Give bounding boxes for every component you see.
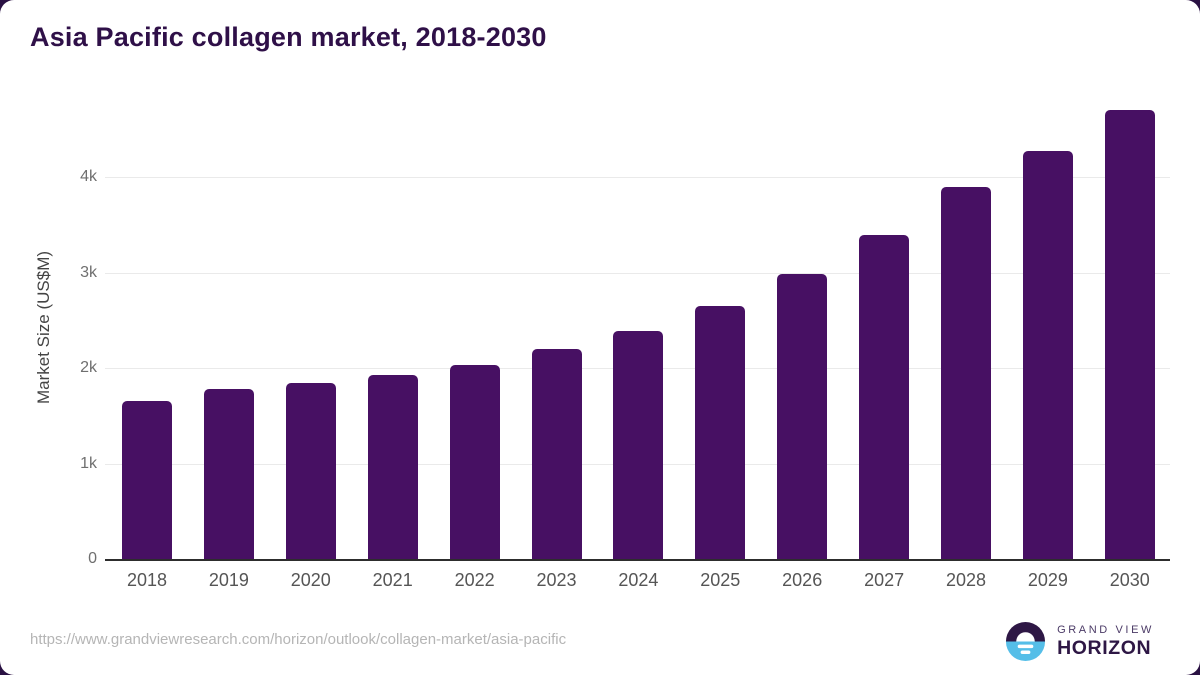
logo-text: GRAND VIEW HORIZON [1057,623,1154,659]
bar-2025[interactable] [695,306,746,559]
x-tick-label-2021: 2021 [372,570,413,590]
x-tick-label-2030: 2030 [1109,570,1150,590]
y-tick-label-0: 0 [88,550,97,567]
y-tick-label-4k: 4k [80,168,97,186]
bar-2029[interactable] [1022,151,1073,559]
x-tick-label-2019: 2019 [208,570,249,590]
x-tick-label-2025: 2025 [700,570,741,590]
gridline-4k [105,177,1170,179]
grand-view-horizon-logo[interactable]: GRAND VIEW HORIZON [1004,620,1154,663]
logo-horizon-label: HORIZON [1057,636,1152,659]
bar-2018[interactable] [122,400,172,559]
bar-2030[interactable] [1104,110,1155,559]
x-tick-label-2022: 2022 [454,570,495,590]
logo-grand-view-label: GRAND VIEW [1057,623,1154,636]
y-tick-label-1k: 1k [80,454,97,472]
y-axis-ticks: 0 1k 2k 3k 4k [0,95,97,567]
x-tick-label-2029: 2029 [1027,570,1068,590]
bar-2027[interactable] [859,235,910,559]
x-tick-label-2027: 2027 [864,570,905,590]
x-tick-label-2020: 2020 [290,570,331,590]
x-tick-label-2023: 2023 [536,570,577,590]
bar-2020[interactable] [285,383,336,559]
bar-2023[interactable] [531,348,582,559]
bar-2021[interactable] [367,374,418,559]
plot-area [105,95,1170,561]
horizon-sun-icon [1006,621,1046,662]
bar-2022[interactable] [449,365,500,559]
x-tick-label-2018: 2018 [126,570,168,590]
x-axis-labels: 2018 2019 2020 2021 2022 2023 2024 2025 2026 2027… [105,570,1170,600]
source-url: https://www.grandviewresearch.com/horizo… [30,631,567,648]
chart-title: Asia Pacific collagen market, 2018-2030 [30,22,547,52]
bar-2024[interactable] [613,330,664,559]
y-tick-label-3k: 3k [80,263,97,281]
x-tick-label-2028: 2028 [945,570,987,590]
x-tick-label-2026: 2026 [782,570,823,590]
y-tick-label-2k: 2k [80,359,97,377]
bar-2019[interactable] [203,389,254,559]
x-tick-label-2024: 2024 [618,570,659,590]
bar-2026[interactable] [777,273,828,559]
gridline-3k [105,272,1170,274]
bar-2028[interactable] [941,186,991,559]
